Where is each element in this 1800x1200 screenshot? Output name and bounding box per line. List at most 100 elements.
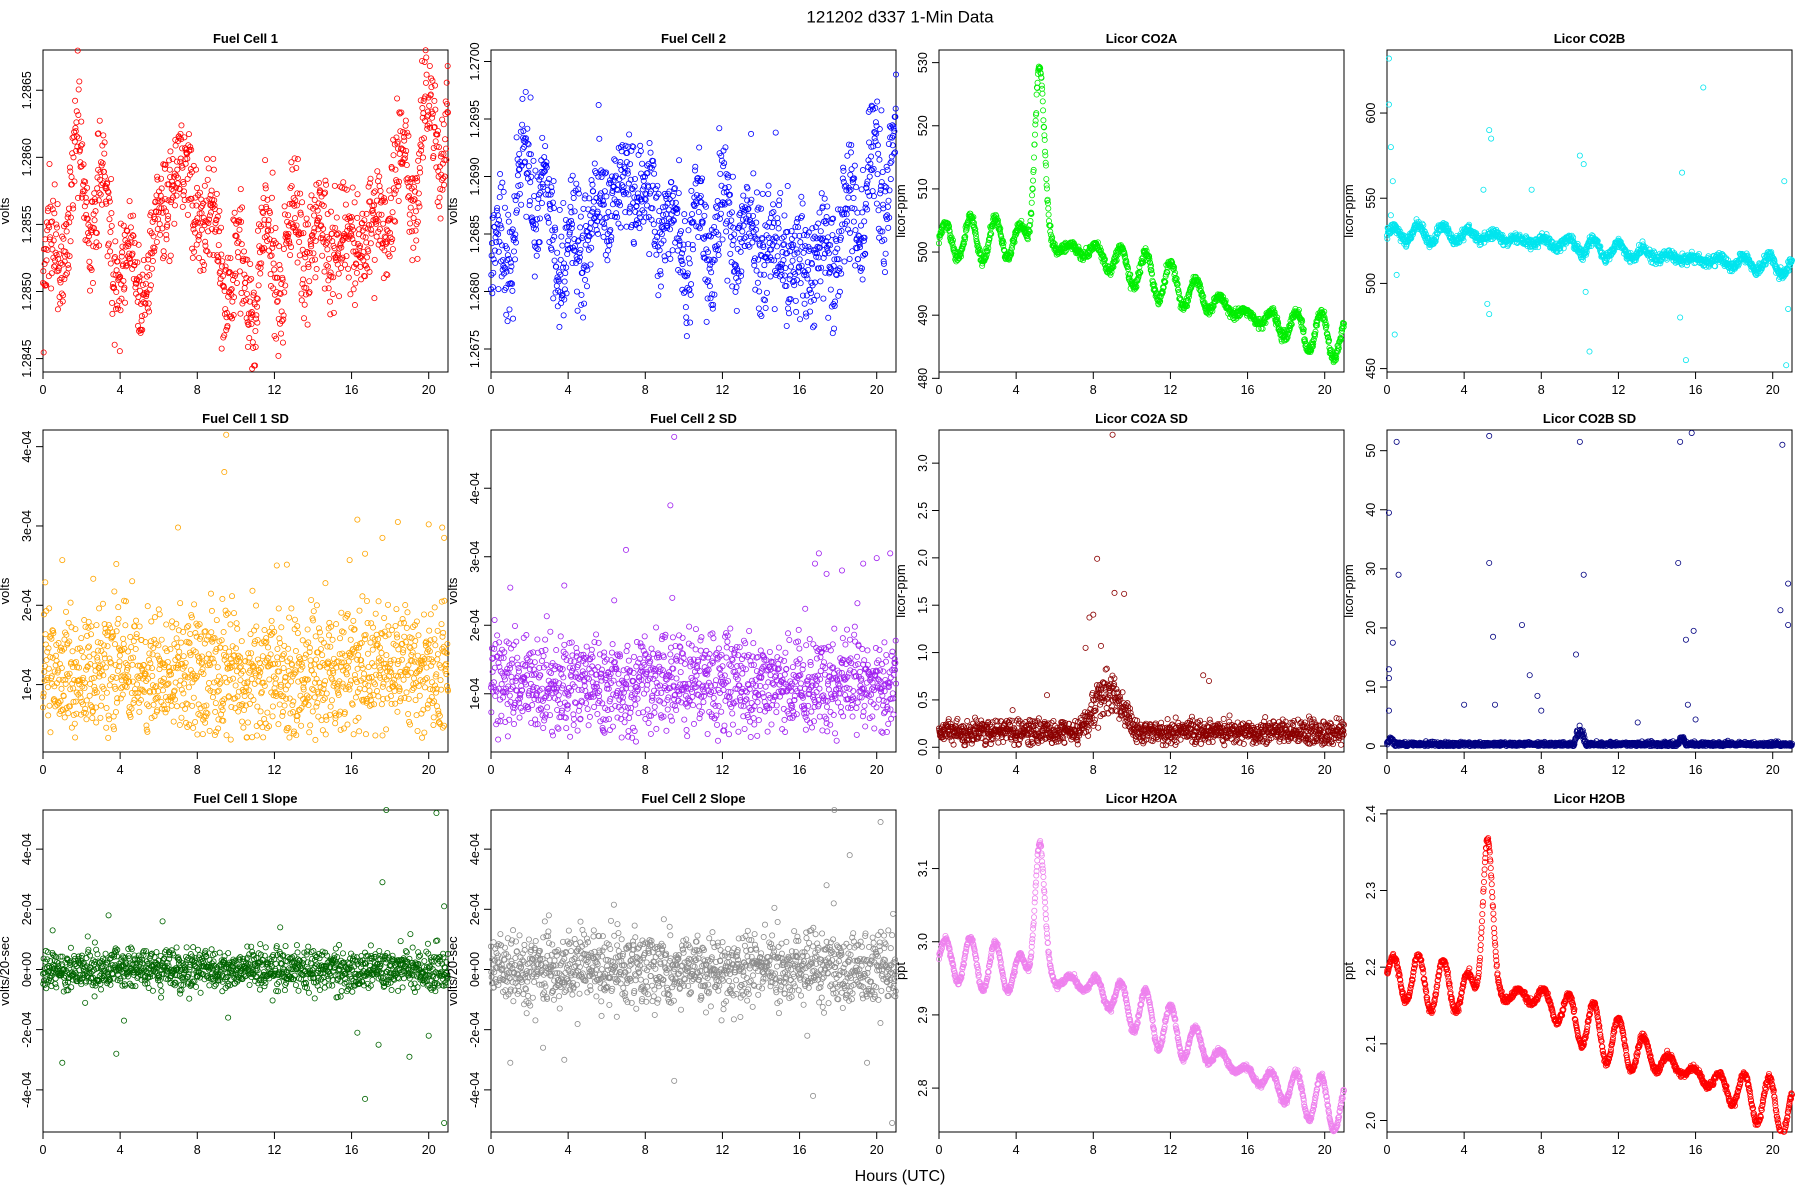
data-point <box>721 164 726 169</box>
data-point <box>683 305 688 310</box>
data-point <box>640 161 645 166</box>
data-point <box>877 157 882 162</box>
data-point <box>681 290 686 295</box>
data-point <box>202 183 207 188</box>
data-point <box>185 212 190 217</box>
y-axis-label: volts <box>445 197 460 224</box>
data-point <box>411 245 416 250</box>
data-point <box>879 108 884 113</box>
data-point <box>211 167 216 172</box>
x-tick-label: 16 <box>1689 383 1703 397</box>
data-point <box>500 180 505 185</box>
data-point <box>885 204 890 209</box>
data-point <box>256 283 261 288</box>
data-point <box>336 294 341 299</box>
data-point <box>533 168 538 173</box>
data-point <box>797 317 802 322</box>
data-point <box>550 200 555 205</box>
data-point <box>728 251 733 256</box>
data-point <box>378 188 383 193</box>
data-point <box>175 167 180 172</box>
data-point <box>799 213 804 218</box>
data-point <box>551 179 556 184</box>
data-point <box>616 221 621 226</box>
data-point <box>172 203 177 208</box>
data-point <box>775 216 780 221</box>
data-point <box>404 177 409 182</box>
data-point <box>715 198 720 203</box>
data-point <box>403 118 408 123</box>
data-point <box>309 193 314 198</box>
data-point <box>234 280 239 285</box>
data-point <box>325 264 330 269</box>
figure-title: 121202 d337 1-Min Data <box>806 7 994 26</box>
data-point <box>537 216 542 221</box>
data-point <box>438 216 443 221</box>
data-point <box>404 162 409 167</box>
data-point <box>557 207 562 212</box>
data-point <box>756 306 761 311</box>
data-point <box>266 248 271 253</box>
data-point <box>581 206 586 211</box>
data-point <box>50 198 55 203</box>
y-axis-label: volts <box>0 197 12 224</box>
data-point <box>821 296 826 301</box>
x-tick-label: 20 <box>1766 383 1780 397</box>
data-point <box>684 315 689 320</box>
data-point <box>762 262 767 267</box>
data-point <box>55 202 60 207</box>
y-tick-label: 450 <box>1364 358 1378 379</box>
data-point <box>860 210 865 215</box>
data-point <box>316 201 321 206</box>
data-point <box>50 247 55 252</box>
data-point <box>299 200 304 205</box>
data-point <box>127 199 132 204</box>
y-tick-label: 1.2845 <box>20 339 34 377</box>
data-point <box>258 271 263 276</box>
y-tick-label: 500 <box>916 242 930 263</box>
y-tick-label: 1.2695 <box>468 100 482 138</box>
data-point <box>66 266 71 271</box>
data-point <box>571 195 576 200</box>
data-point <box>248 261 253 266</box>
data-point <box>322 269 327 274</box>
x-tick-label: 8 <box>194 383 201 397</box>
data-point <box>654 252 659 257</box>
data-point <box>350 185 355 190</box>
data-point <box>237 227 242 232</box>
data-point <box>416 201 421 206</box>
data-point <box>652 171 657 176</box>
data-point <box>343 202 348 207</box>
data-point <box>1044 177 1049 182</box>
data-point <box>352 200 357 205</box>
data-point <box>369 231 374 236</box>
data-point <box>876 151 881 156</box>
data-point <box>564 265 569 270</box>
data-point <box>815 293 820 298</box>
panel-title: Licor CO2B <box>1554 31 1626 46</box>
data-point <box>557 324 562 329</box>
data-point <box>102 151 107 156</box>
data-point <box>740 229 745 234</box>
data-point <box>718 171 723 176</box>
data-point <box>1034 92 1039 97</box>
data-point <box>778 190 783 195</box>
data-point <box>772 307 777 312</box>
data-point <box>766 183 771 188</box>
data-point <box>179 123 184 128</box>
data-point <box>394 96 399 101</box>
data-point <box>168 149 173 154</box>
data-point <box>327 299 332 304</box>
data-point <box>812 323 817 328</box>
data-point <box>216 242 221 247</box>
data-point <box>653 238 658 243</box>
data-point <box>880 169 885 174</box>
x-tick-label: 16 <box>1241 383 1255 397</box>
data-point <box>239 290 244 295</box>
data-point <box>336 271 341 276</box>
x-tick-label: 4 <box>1461 383 1468 397</box>
data-point <box>602 225 607 230</box>
data-point <box>805 233 810 238</box>
data-point <box>637 226 642 231</box>
data-point <box>720 237 725 242</box>
